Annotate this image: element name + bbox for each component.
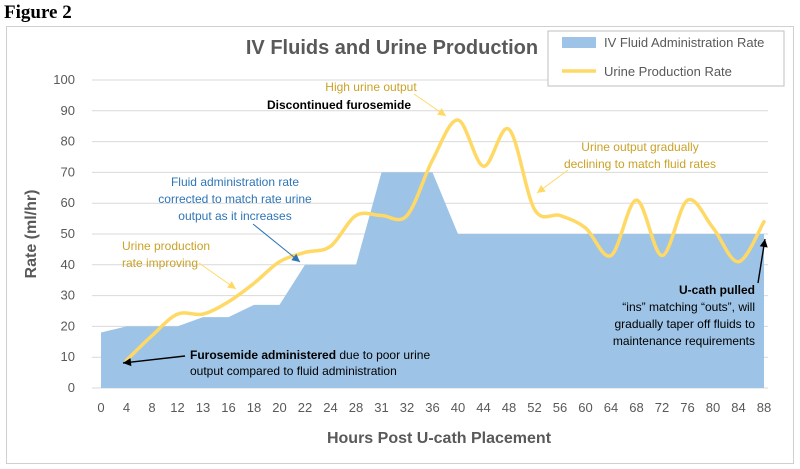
x-tick-40: 40: [451, 400, 465, 415]
annotation-discontinued: Discontinued furosemide: [267, 98, 411, 112]
x-tick-20: 20: [272, 400, 286, 415]
y-tick-90: 90: [61, 103, 75, 118]
x-tick-32: 32: [400, 400, 414, 415]
arrow-high-urine-head: [437, 108, 446, 116]
annotation-arrows: [122, 93, 768, 367]
x-tick-28: 28: [349, 400, 363, 415]
arrow-fluid-corrected: [252, 223, 301, 263]
annotation-urine-improving-line1: Urine production: [122, 239, 210, 253]
x-tick-18: 18: [247, 400, 261, 415]
annotation-ucath-line1: U-cath pulled: [679, 283, 755, 297]
x-tick-80: 80: [706, 400, 720, 415]
x-tick-72: 72: [655, 400, 669, 415]
y-tick-20: 20: [61, 318, 75, 333]
x-tick-60: 60: [578, 400, 592, 415]
x-tick-31: 31: [374, 400, 388, 415]
arrow-urine-declining-head: [537, 185, 546, 193]
legend-fluid-swatch: [562, 37, 596, 48]
x-tick-12: 12: [170, 400, 184, 415]
x-tick-44: 44: [476, 400, 490, 415]
x-tick-64: 64: [604, 400, 618, 415]
y-tick-40: 40: [61, 257, 75, 272]
x-tick-48: 48: [502, 400, 516, 415]
y-tick-60: 60: [61, 195, 75, 210]
x-tick-13: 13: [196, 400, 210, 415]
annotation-urine-declining-line2: declining to match fluid rates: [564, 157, 716, 171]
x-tick-4: 4: [123, 400, 130, 415]
fluid-area-layer: [101, 172, 764, 388]
annotation-furosemide-line2: output compared to fluid administration: [190, 364, 397, 378]
annotation-furosemide-line1: Furosemide administered due to poor urin…: [190, 348, 430, 362]
x-tick-16: 16: [221, 400, 235, 415]
y-tick-70: 70: [61, 164, 75, 179]
arrow-furosemide: [122, 355, 186, 364]
y-tick-100: 100: [53, 72, 75, 87]
annotation-furosemide-bold: Furosemide administered: [190, 348, 336, 362]
x-tick-0: 0: [97, 400, 104, 415]
x-tick-68: 68: [629, 400, 643, 415]
y-tick-0: 0: [68, 380, 75, 395]
annotation-furosemide-rest: due to poor urine: [336, 348, 430, 362]
fluid-area: [101, 172, 764, 388]
x-tick-36: 36: [425, 400, 439, 415]
annotation-ucath-line2: “ins” matching “outs”, will: [622, 300, 755, 314]
x-tick-24: 24: [323, 400, 337, 415]
annotation-urine-improving-line2: rate improving: [122, 256, 198, 270]
annotation-fluid-corrected-line3: output as it increases: [178, 209, 291, 223]
annotation-ucath-line4: maintenance requirements: [613, 334, 755, 348]
x-tick-84: 84: [731, 400, 745, 415]
annotation-urine-declining-line1: Urine output gradually: [581, 140, 698, 154]
arrow-urine-improving-head: [227, 281, 236, 289]
chart-title: IV Fluids and Urine Production: [246, 37, 538, 59]
arrow-ucath-head: [759, 239, 768, 248]
legend: IV Fluid Administration Rate Urine Produ…: [547, 30, 785, 87]
legend-fluid-label: IV Fluid Administration Rate: [604, 35, 764, 50]
arrow-fluid-corrected-head: [291, 253, 300, 262]
y-tick-30: 30: [61, 288, 75, 303]
annotation-ucath-line3: gradually taper off fluids to: [614, 317, 755, 331]
legend-urine-label: Urine Production Rate: [604, 64, 732, 79]
annotation-high-urine: High urine output: [325, 80, 417, 94]
urine-line-layer: [124, 118, 766, 363]
y-axis-title: Rate (ml/hr): [23, 190, 40, 279]
arrow-furosemide-head: [123, 358, 132, 367]
annotations: High urine output Discontinued furosemid…: [122, 80, 755, 378]
y-tick-10: 10: [61, 349, 75, 364]
annotation-fluid-corrected-line2: corrected to match rate urine: [158, 192, 312, 206]
urine-line: [124, 118, 766, 363]
x-tick-52: 52: [527, 400, 541, 415]
figure-label: Figure 2: [4, 2, 72, 23]
annotation-fluid-corrected-line1: Fluid administration rate: [171, 175, 299, 189]
y-tick-80: 80: [61, 134, 75, 149]
x-tick-8: 8: [148, 400, 155, 415]
x-axis-title: Hours Post U-cath Placement: [327, 430, 552, 447]
x-tick-22: 22: [298, 400, 312, 415]
x-tick-88: 88: [757, 400, 771, 415]
chart-frame: [6, 26, 794, 464]
y-tick-50: 50: [61, 226, 75, 241]
x-tick-76: 76: [680, 400, 694, 415]
x-tick-56: 56: [553, 400, 567, 415]
